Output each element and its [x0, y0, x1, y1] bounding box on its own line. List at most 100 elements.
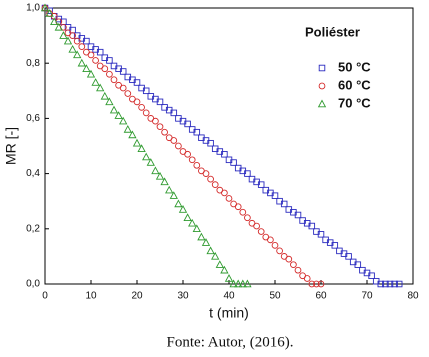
legend-marker	[318, 64, 326, 72]
marker	[202, 170, 210, 177]
marker	[201, 238, 211, 246]
marker	[106, 57, 113, 64]
marker	[184, 150, 191, 158]
marker	[87, 51, 95, 59]
marker	[294, 266, 302, 274]
marker	[54, 22, 63, 31]
marker	[368, 272, 375, 279]
marker	[119, 84, 127, 92]
x-tick-label: 70	[361, 291, 373, 302]
marker	[105, 97, 114, 106]
marker	[317, 231, 325, 238]
marker	[271, 192, 279, 199]
marker	[96, 48, 104, 56]
marker	[184, 120, 191, 128]
marker	[386, 280, 394, 288]
marker	[308, 222, 316, 230]
marker	[96, 83, 105, 92]
marker	[128, 130, 137, 139]
marker	[92, 57, 99, 64]
marker	[257, 181, 265, 188]
marker	[40, 3, 50, 12]
marker	[132, 138, 142, 147]
marker	[294, 211, 302, 219]
marker	[230, 159, 237, 166]
legend-marker	[318, 82, 326, 90]
marker	[165, 185, 174, 194]
marker	[133, 79, 141, 86]
marker	[271, 242, 279, 249]
y-tick-label: 0,6	[26, 113, 40, 124]
marker	[59, 31, 68, 39]
marker	[169, 191, 178, 199]
y-tick-label: 0,4	[26, 168, 40, 179]
marker	[391, 280, 398, 288]
marker	[229, 279, 238, 288]
marker	[138, 104, 145, 111]
marker	[119, 116, 128, 125]
y-tick-label: 1,0	[26, 3, 40, 14]
marker	[345, 253, 352, 260]
marker	[156, 98, 164, 106]
x-tick-label: 10	[85, 291, 97, 302]
marker	[146, 158, 155, 166]
marker	[152, 117, 159, 125]
marker	[276, 247, 283, 255]
marker	[188, 218, 197, 227]
marker	[220, 265, 229, 274]
marker	[68, 44, 77, 53]
x-tick-label: 40	[223, 291, 235, 302]
x-tick-label: 20	[131, 291, 143, 302]
marker	[313, 280, 320, 288]
x-tick-label: 60	[315, 291, 327, 302]
marker	[155, 171, 165, 180]
marker	[170, 109, 178, 117]
marker	[197, 232, 206, 241]
marker	[109, 105, 119, 114]
marker	[77, 58, 86, 67]
marker	[119, 68, 127, 75]
marker	[174, 199, 183, 208]
marker	[215, 260, 224, 268]
marker	[73, 50, 82, 59]
marker	[73, 37, 81, 45]
marker	[211, 251, 220, 260]
marker	[142, 152, 151, 161]
marker	[45, 9, 54, 17]
marker	[101, 65, 109, 73]
x-axis-label: t (min)	[209, 305, 249, 321]
legend-label: 70 °C	[338, 95, 371, 110]
marker	[224, 274, 234, 282]
plot-frame	[44, 7, 414, 285]
marker	[192, 224, 201, 233]
marker	[290, 261, 297, 269]
marker	[193, 128, 201, 136]
y-axis-label: MR [-]	[3, 127, 19, 165]
marker	[86, 69, 96, 78]
marker	[382, 280, 389, 288]
marker	[142, 109, 150, 117]
marker	[156, 123, 164, 131]
marker	[63, 36, 73, 45]
marker	[110, 76, 118, 84]
marker	[207, 139, 214, 147]
marker	[253, 222, 260, 230]
marker	[160, 177, 169, 186]
x-tick-label: 30	[177, 291, 189, 302]
marker	[221, 151, 228, 158]
marker	[83, 37, 90, 45]
marker	[100, 91, 109, 100]
marker	[175, 142, 182, 150]
marker	[142, 87, 150, 95]
marker	[280, 200, 288, 208]
marker	[78, 43, 86, 50]
marker	[354, 261, 362, 268]
marker	[221, 189, 228, 197]
marker	[285, 255, 293, 263]
marker	[257, 228, 265, 235]
marker	[178, 205, 188, 213]
marker	[106, 70, 113, 78]
marker	[50, 17, 59, 26]
